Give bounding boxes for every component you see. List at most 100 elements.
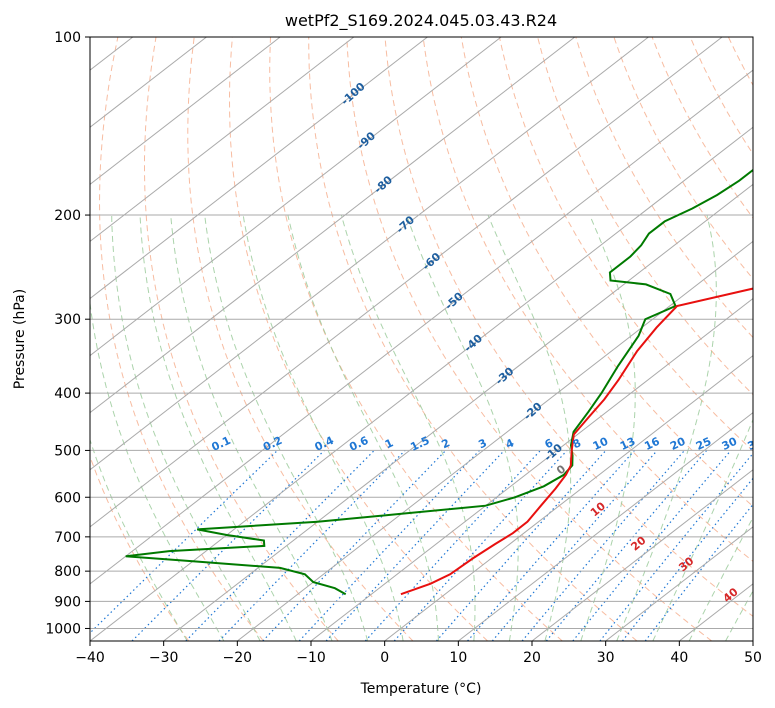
isotherm-label: -90 xyxy=(355,129,379,152)
mixing-ratio-label: 4 xyxy=(504,436,517,451)
mixing-ratio-label: 1 xyxy=(383,436,395,451)
mixing-ratio-label: 13 xyxy=(618,435,637,453)
y-tick-label: 900 xyxy=(54,594,81,610)
plot-frame xyxy=(89,36,754,642)
mixing-ratio-line xyxy=(262,449,447,641)
isotherm-label: -40 xyxy=(462,332,486,355)
dry-adiabat-line xyxy=(98,37,264,641)
mixing-ratio-label: 2 xyxy=(440,436,452,451)
mixing-ratio-line xyxy=(599,452,753,641)
moist-adiabat-line xyxy=(170,214,333,641)
isotherm-line xyxy=(752,640,753,641)
moist-adiabat-line xyxy=(487,214,572,641)
isotherm-label: -20 xyxy=(521,400,545,423)
isotherm-label: -80 xyxy=(372,173,396,196)
x-tick-label: 10 xyxy=(449,650,467,666)
mixing-ratio-line xyxy=(393,449,568,641)
moist-adiabat-line xyxy=(90,299,225,641)
dry-adiabat-line xyxy=(651,37,753,219)
isotherm-label: -70 xyxy=(394,213,418,236)
mixing-ratio-line xyxy=(521,450,685,641)
y-tick-label: 700 xyxy=(54,530,81,546)
mixing-ratio-label: 10 xyxy=(591,435,611,453)
isotherm-line xyxy=(237,240,753,641)
moist-adiabat-line xyxy=(652,418,753,641)
x-tick-label: 0 xyxy=(380,650,389,666)
mixing-ratio-line xyxy=(325,449,505,641)
isotherm-line xyxy=(90,37,502,357)
x-tick-label: 30 xyxy=(597,650,615,666)
y-tick-label: 200 xyxy=(54,208,81,224)
mixing-ratio-line xyxy=(491,450,658,641)
mixing-ratio-line xyxy=(90,449,278,634)
mixing-ratio-line xyxy=(467,449,635,641)
dry-adiabat-line xyxy=(767,37,775,641)
y-axis-title: Pressure (hPa) xyxy=(12,289,28,389)
moist-adiabat-line xyxy=(340,214,476,641)
mixing-ratio-line xyxy=(218,449,406,641)
mixing-ratio-label: 3 xyxy=(476,436,488,451)
mixing-ratio-line xyxy=(644,503,753,641)
isopleth-labels: -100-90-80-70-60-50-40-30-20-100.1 0.2 0.4… xyxy=(210,80,753,605)
mixing-ratio-label: 25 xyxy=(694,435,713,453)
chart-title: wetPf2_S169.2024.045.03.43.R24 xyxy=(285,11,557,31)
mixing-ratio-line xyxy=(131,449,325,641)
y-axis: 100 200 300 400 500 600 700 800 900 1000 xyxy=(45,30,90,637)
x-axis-title: Temperature (°C) xyxy=(360,681,482,697)
mixing-ratio-line xyxy=(185,449,375,641)
isotherm-line xyxy=(310,297,753,641)
dry-adiabat-line xyxy=(308,37,638,641)
x-tick-label: 50 xyxy=(744,650,762,666)
plot-area: -100-90-80-70-60-50-40-30-20-100.1 0.2 0.4… xyxy=(0,37,775,641)
dry-adiabat-line xyxy=(575,37,753,339)
isotherm-label: -30 xyxy=(493,364,517,387)
y-tick-label: 300 xyxy=(54,312,81,328)
y-tick-label: 1000 xyxy=(45,621,81,637)
isobars xyxy=(90,37,753,629)
x-tick-label: −20 xyxy=(223,650,253,666)
dry-adiabat-line xyxy=(460,37,753,507)
moist-adiabat-line xyxy=(204,214,369,641)
moist-adiabat-line xyxy=(139,214,297,641)
isotherm-label: -60 xyxy=(420,250,444,273)
dry-adiabat-line xyxy=(384,37,753,617)
isotherm-line xyxy=(90,37,355,243)
dry-adiabats xyxy=(90,37,775,641)
mixing-ratio-label: 16 xyxy=(642,435,662,453)
dry-adiabat-line xyxy=(187,37,414,641)
dry-adiabat-line xyxy=(422,37,753,563)
y-tick-label: 100 xyxy=(54,30,81,46)
mixing-ratio-lines xyxy=(90,449,753,641)
isotherm-line xyxy=(163,183,753,641)
x-axis: −40 −30 −20 −10 0 10 20 30 40 50 xyxy=(75,641,762,666)
isotherm-line xyxy=(605,526,753,641)
isotherm-line xyxy=(90,37,281,185)
moist-adiabat-line xyxy=(616,214,717,641)
isotherm-line xyxy=(384,354,753,641)
isotherm-line xyxy=(531,469,753,641)
moist-adiabat-label: 10 xyxy=(588,499,608,519)
moist-adiabat-line xyxy=(287,214,439,641)
x-tick-label: −40 xyxy=(75,650,105,666)
mixing-ratio-line xyxy=(621,477,753,641)
mixing-ratio-line xyxy=(435,449,607,641)
x-tick-label: −10 xyxy=(296,650,326,666)
isotherm-line xyxy=(90,37,576,414)
mixing-ratio-label: 20 xyxy=(668,435,688,453)
moist-adiabat-line xyxy=(111,214,261,641)
temperature-profile xyxy=(400,287,753,596)
moist-adiabats xyxy=(90,214,753,641)
moist-adiabat-line xyxy=(406,214,519,641)
mixing-ratio-label: 30 xyxy=(720,435,740,453)
moist-adiabat-line xyxy=(580,214,636,641)
y-tick-label: 600 xyxy=(54,490,81,506)
moist-adiabat-line xyxy=(725,589,753,641)
isotherms xyxy=(0,37,753,641)
isotherm-line xyxy=(90,69,753,585)
y-tick-label: 800 xyxy=(54,564,81,580)
isotherm-line xyxy=(0,37,59,641)
moist-adiabat-line xyxy=(242,214,404,641)
dewpoint-profile xyxy=(125,168,753,596)
x-tick-label: 20 xyxy=(523,650,541,666)
mixing-ratio-line xyxy=(572,450,732,641)
